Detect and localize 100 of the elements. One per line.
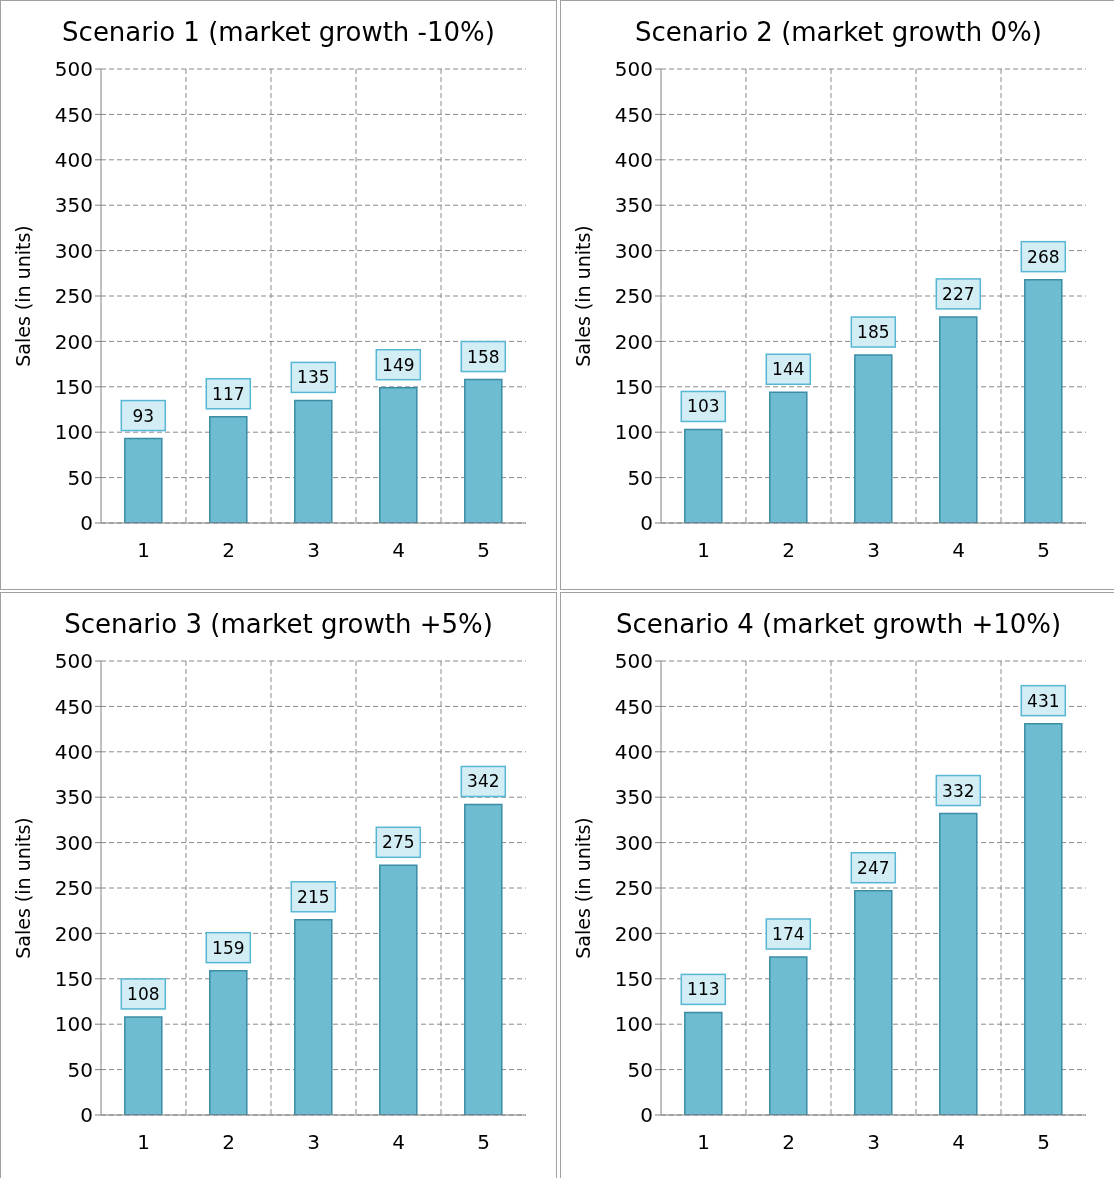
bar <box>939 812 978 1115</box>
bar <box>684 1011 723 1115</box>
chart-title: Scenario 4 (market growth +10%) <box>614 609 1063 639</box>
bar <box>124 1016 163 1115</box>
y-tick-label: 400 <box>614 147 653 172</box>
data-label: 332 <box>942 780 975 801</box>
data-label: 342 <box>467 771 500 792</box>
chart-title: Scenario 3 (market growth +5%) <box>63 609 494 639</box>
y-tick-label: 100 <box>614 1012 653 1037</box>
y-tick-label: 350 <box>54 193 93 218</box>
bar <box>209 969 248 1115</box>
data-label: 108 <box>127 983 160 1004</box>
data-label: 215 <box>297 886 330 907</box>
data-label: 103 <box>687 396 720 417</box>
data-label: 149 <box>382 354 415 375</box>
y-tick-label: 300 <box>614 830 653 855</box>
y-tick-label: 100 <box>54 1012 93 1037</box>
data-label: 185 <box>857 322 890 343</box>
y-tick-label: 250 <box>54 284 93 309</box>
y-tick-label: 250 <box>614 284 653 309</box>
y-tick-label: 500 <box>614 57 653 82</box>
bar <box>684 428 723 523</box>
x-tick-label: 2 <box>782 1130 795 1155</box>
x-tick-label: 4 <box>392 1130 405 1155</box>
x-tick-label: 4 <box>952 1130 965 1155</box>
x-tick-label: 1 <box>137 1130 150 1155</box>
data-label: 135 <box>297 367 330 388</box>
chart-title: Scenario 1 (market growth -10%) <box>61 17 496 47</box>
bar <box>464 803 503 1115</box>
data-label: 144 <box>772 359 805 380</box>
data-label: 268 <box>1027 246 1060 267</box>
bar <box>294 919 333 1115</box>
data-label: 275 <box>382 832 415 853</box>
bar <box>854 889 893 1115</box>
x-tick-label: 1 <box>697 538 710 563</box>
y-tick-label: 50 <box>67 465 93 490</box>
bar <box>939 316 978 523</box>
y-tick-label: 250 <box>54 876 93 901</box>
y-tick-label: 150 <box>614 374 653 399</box>
y-tick-label: 300 <box>54 830 93 855</box>
x-tick-label: 3 <box>307 1130 320 1155</box>
data-label: 93 <box>132 405 155 426</box>
data-label: 113 <box>687 979 720 1000</box>
chart-title: Scenario 2 (market growth 0%) <box>634 17 1043 47</box>
x-tick-label: 2 <box>782 538 795 563</box>
y-tick-label: 500 <box>54 649 93 674</box>
bar <box>1024 278 1063 523</box>
x-tick-label: 5 <box>477 1130 490 1155</box>
bar <box>1024 722 1063 1115</box>
x-tick-label: 3 <box>307 538 320 563</box>
data-label: 117 <box>212 383 245 404</box>
y-tick-label: 400 <box>54 739 93 764</box>
y-tick-label: 450 <box>54 694 93 719</box>
x-tick-label: 4 <box>392 538 405 563</box>
y-tick-label: 300 <box>54 238 93 263</box>
data-label: 174 <box>772 924 805 945</box>
data-label: 247 <box>857 857 890 878</box>
y-tick-label: 450 <box>614 102 653 127</box>
y-tick-label: 150 <box>54 374 93 399</box>
data-label: 159 <box>212 937 245 958</box>
bar <box>124 437 163 523</box>
bar <box>379 386 418 523</box>
y-tick-label: 150 <box>614 966 653 991</box>
x-tick-label: 3 <box>867 1130 880 1155</box>
y-tick-label: 100 <box>614 420 653 445</box>
y-tick-label: 350 <box>614 193 653 218</box>
x-tick-label: 1 <box>697 1130 710 1155</box>
bar <box>769 391 808 523</box>
y-tick-label: 100 <box>54 420 93 445</box>
y-tick-label: 450 <box>614 694 653 719</box>
bar <box>464 378 503 523</box>
y-axis-title: Sales (in units) <box>11 225 34 367</box>
x-tick-label: 5 <box>477 538 490 563</box>
x-tick-label: 2 <box>222 538 235 563</box>
y-tick-label: 50 <box>627 1057 653 1082</box>
data-label: 158 <box>467 346 500 367</box>
y-axis-title: Sales (in units) <box>571 225 594 367</box>
y-axis-title: Sales (in units) <box>571 817 594 959</box>
y-tick-label: 400 <box>614 739 653 764</box>
y-tick-label: 200 <box>614 329 653 354</box>
y-tick-label: 500 <box>54 57 93 82</box>
bar <box>379 864 418 1115</box>
data-label: 227 <box>942 283 975 304</box>
data-label: 431 <box>1027 690 1060 711</box>
y-tick-label: 500 <box>614 649 653 674</box>
y-tick-label: 0 <box>80 511 93 536</box>
y-tick-label: 150 <box>54 966 93 991</box>
y-tick-label: 0 <box>640 1103 653 1128</box>
x-tick-label: 2 <box>222 1130 235 1155</box>
bar <box>294 399 333 523</box>
bar <box>854 354 893 523</box>
y-tick-label: 200 <box>54 921 93 946</box>
y-tick-label: 450 <box>54 102 93 127</box>
x-tick-label: 5 <box>1037 538 1050 563</box>
bar <box>209 416 248 523</box>
y-tick-label: 200 <box>54 329 93 354</box>
y-tick-label: 300 <box>614 238 653 263</box>
x-tick-label: 4 <box>952 538 965 563</box>
y-tick-label: 400 <box>54 147 93 172</box>
y-tick-label: 350 <box>614 785 653 810</box>
